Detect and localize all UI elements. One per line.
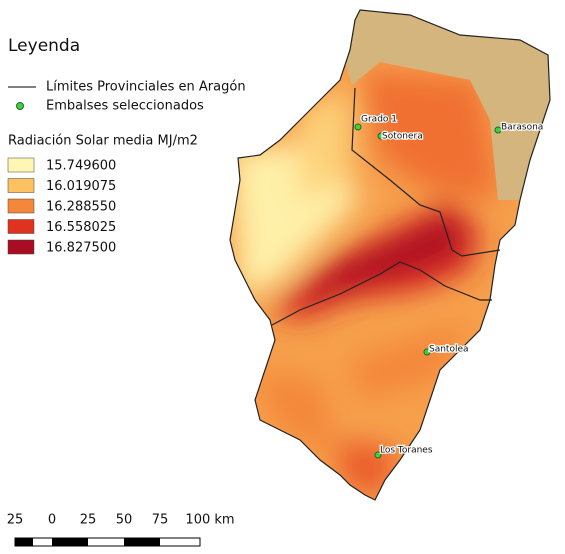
legend-class-label: 15.749600: [46, 159, 116, 174]
reservoir-point: [354, 123, 362, 131]
province-boundary: [271, 261, 492, 326]
raster-zone: [250, 370, 340, 460]
raster-classes: 15.749600 16.019075 16.288550 16.558025 16.8…: [7, 157, 116, 256]
scale-bar-segment: [52, 538, 88, 546]
radiation-raster: [230, 10, 550, 500]
legend-point-symbol: [16, 102, 24, 110]
province-boundary: [351, 87, 501, 257]
reservoir-label: Los Toranes: [380, 446, 433, 456]
scale-bar-frame: [14, 537, 201, 547]
no-data-area: [345, 10, 550, 200]
reservoir-label: Barasona: [501, 123, 543, 133]
raster-zone: [300, 90, 350, 200]
scale-bar-label: 25: [7, 513, 24, 528]
scale-bar-labels: 25 0 25 50 75 100 km: [7, 513, 235, 528]
legend-item: Límites Provinciales en Aragón: [46, 80, 246, 95]
scale-bar-label: 100 km: [185, 513, 234, 528]
raster-zone: [290, 215, 465, 305]
reservoirs: Grado 1 Sotonera Barasona Santolea Los Toran…: [354, 113, 545, 459]
legend-item: Embalses seleccionados: [46, 99, 204, 114]
reservoir-point: [494, 126, 502, 134]
legend-swatch: [7, 219, 35, 234]
raster-legend-title: Radiación Solar media MJ/m2: [8, 134, 198, 149]
reservoir-point: [377, 132, 385, 140]
scale-bar: 25 0 25 50 75 100 km: [7, 513, 235, 547]
legend-class-label: 16.827500: [46, 241, 116, 256]
legend-class-label: 16.019075: [46, 179, 116, 194]
legend-swatch: [7, 178, 35, 193]
scale-bar-label: 25: [80, 513, 97, 528]
legend-title: Leyenda: [8, 36, 80, 56]
raster-zone: [360, 70, 500, 200]
scale-bar-label: 0: [48, 513, 56, 528]
legend-swatch: [7, 198, 35, 214]
reservoir-label: Grado 1: [361, 115, 397, 125]
reservoir-point: [423, 348, 431, 356]
reservoir-label: Sotonera: [382, 132, 423, 142]
raster-blend: [230, 70, 500, 500]
scale-bar-segment: [15, 538, 33, 546]
scale-bar-label: 75: [152, 513, 169, 528]
scale-bar-label: 50: [116, 513, 133, 528]
scale-bar-segment: [124, 538, 160, 546]
legend-class-label: 16.288550: [46, 200, 116, 215]
legend-swatch: [7, 239, 35, 255]
legend-swatch: [7, 157, 35, 173]
reservoir-label: Santolea: [429, 345, 469, 355]
aragon-boundary: [229, 9, 551, 501]
legend-class-label: 16.558025: [46, 220, 116, 235]
reservoir-point: [374, 451, 382, 459]
